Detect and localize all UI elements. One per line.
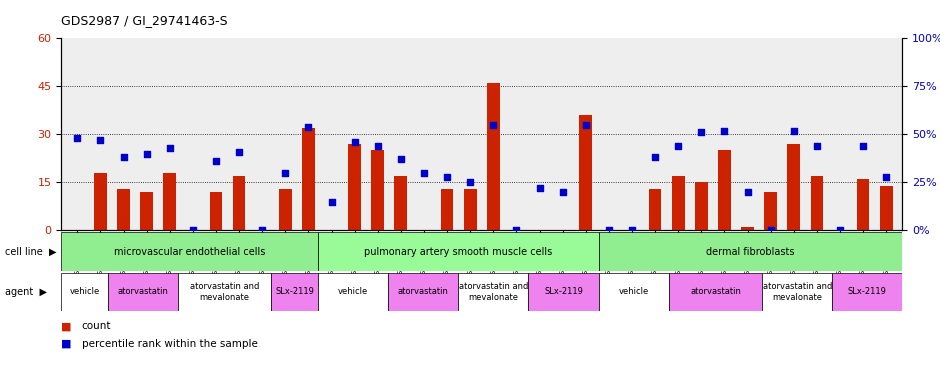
Point	[670, 143, 685, 149]
Point	[185, 227, 200, 233]
Bar	[61, 232, 318, 271]
Point	[648, 154, 663, 161]
Text: vehicle: vehicle	[619, 287, 649, 296]
Bar	[118, 189, 130, 230]
Text: ■: ■	[61, 321, 71, 331]
Point	[93, 137, 108, 143]
Bar	[718, 151, 730, 230]
Bar	[695, 182, 708, 230]
Bar	[388, 273, 459, 311]
Text: pulmonary artery smooth muscle cells: pulmonary artery smooth muscle cells	[365, 247, 553, 257]
Text: atorvastatin and
mevalonate: atorvastatin and mevalonate	[190, 282, 259, 301]
Point	[717, 127, 732, 134]
Bar	[395, 176, 407, 230]
Point	[440, 174, 455, 180]
Point	[393, 156, 408, 162]
Bar	[371, 151, 384, 230]
Text: atorvastatin and
mevalonate: atorvastatin and mevalonate	[762, 282, 832, 301]
Point	[347, 139, 362, 145]
Text: vehicle: vehicle	[338, 287, 368, 296]
Bar	[140, 192, 153, 230]
Point	[740, 189, 755, 195]
Point	[786, 127, 801, 134]
Bar	[441, 189, 453, 230]
Bar	[741, 227, 754, 230]
Point	[602, 227, 617, 233]
Text: SLx-2119: SLx-2119	[275, 287, 314, 296]
Bar	[318, 273, 388, 311]
Point	[139, 151, 154, 157]
Bar	[463, 189, 477, 230]
Point	[278, 170, 293, 176]
Bar	[233, 176, 245, 230]
Text: vehicle: vehicle	[70, 287, 100, 296]
Point	[231, 149, 246, 155]
Point	[324, 199, 339, 205]
Bar	[856, 179, 870, 230]
Point	[624, 227, 639, 233]
Text: cell line  ▶: cell line ▶	[5, 247, 56, 257]
Bar	[762, 273, 832, 311]
Point	[509, 227, 524, 233]
Bar	[528, 273, 599, 311]
Point	[763, 227, 778, 233]
Bar	[764, 192, 777, 230]
Text: atorvastatin and
mevalonate: atorvastatin and mevalonate	[459, 282, 528, 301]
Bar	[318, 232, 599, 271]
Bar	[579, 115, 592, 230]
Bar	[210, 192, 223, 230]
Bar	[279, 189, 291, 230]
Point	[556, 189, 571, 195]
Point	[301, 124, 316, 130]
Bar	[788, 144, 800, 230]
Bar	[459, 273, 528, 311]
Text: count: count	[82, 321, 111, 331]
Text: ■: ■	[61, 339, 71, 349]
Bar	[108, 273, 178, 311]
Bar	[672, 176, 684, 230]
Point	[855, 143, 870, 149]
Text: SLx-2119: SLx-2119	[848, 287, 886, 296]
Text: microvascular endothelial cells: microvascular endothelial cells	[114, 247, 265, 257]
Bar	[272, 273, 318, 311]
Point	[462, 179, 478, 185]
Text: atorvastatin: atorvastatin	[118, 287, 168, 296]
Point	[255, 227, 270, 233]
Point	[532, 185, 547, 191]
Text: atorvastatin: atorvastatin	[690, 287, 741, 296]
Point	[833, 227, 848, 233]
Point	[578, 122, 593, 128]
Point	[809, 143, 824, 149]
Point	[209, 158, 224, 164]
Text: dermal fibroblasts: dermal fibroblasts	[706, 247, 794, 257]
Bar	[832, 273, 902, 311]
Bar	[94, 173, 107, 230]
Point	[370, 143, 385, 149]
Bar	[61, 273, 108, 311]
Text: GDS2987 / GI_29741463-S: GDS2987 / GI_29741463-S	[61, 14, 227, 27]
Bar	[649, 189, 662, 230]
Text: atorvastatin: atorvastatin	[398, 287, 448, 296]
Bar	[810, 176, 823, 230]
Bar	[164, 173, 176, 230]
Text: percentile rank within the sample: percentile rank within the sample	[82, 339, 258, 349]
Point	[70, 135, 85, 141]
Point	[694, 129, 709, 136]
Bar	[302, 128, 315, 230]
Text: SLx-2119: SLx-2119	[544, 287, 583, 296]
Text: agent  ▶: agent ▶	[5, 287, 47, 297]
Point	[416, 170, 431, 176]
Bar	[668, 273, 762, 311]
Bar	[487, 83, 500, 230]
Bar	[599, 273, 668, 311]
Bar	[349, 144, 361, 230]
Bar	[880, 185, 893, 230]
Point	[163, 145, 178, 151]
Bar	[599, 232, 902, 271]
Point	[486, 122, 501, 128]
Point	[879, 174, 894, 180]
Bar	[178, 273, 272, 311]
Point	[116, 154, 131, 161]
